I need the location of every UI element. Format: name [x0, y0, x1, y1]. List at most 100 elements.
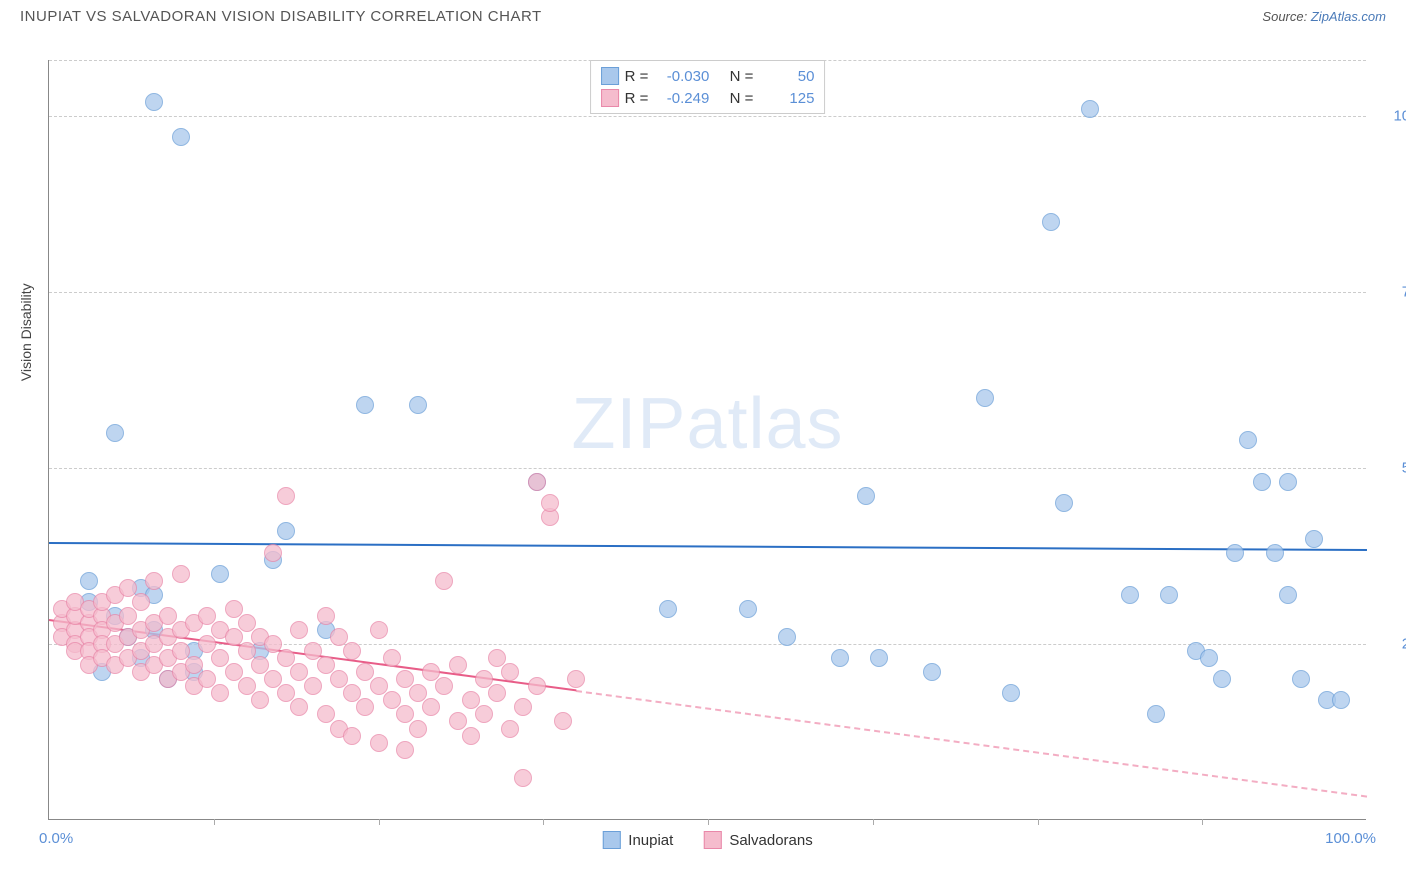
data-point: [1226, 544, 1244, 562]
y-tick-label: 7.5%: [1376, 284, 1406, 301]
data-point: [251, 691, 269, 709]
data-point: [211, 684, 229, 702]
data-point: [1055, 494, 1073, 512]
data-point: [1081, 100, 1099, 118]
data-point: [501, 720, 519, 738]
legend-swatch: [703, 831, 721, 849]
data-point: [659, 600, 677, 618]
legend-swatch: [601, 67, 619, 85]
data-point: [739, 600, 757, 618]
scatter-chart: ZIPatlas 2.5%5.0%7.5%10.0%0.0%100.0%R =-…: [48, 60, 1366, 820]
data-point: [370, 734, 388, 752]
data-point: [1332, 691, 1350, 709]
data-point: [1200, 649, 1218, 667]
series-legend: Inupiat Salvadorans: [602, 831, 812, 849]
y-tick-label: 5.0%: [1376, 460, 1406, 477]
data-point: [475, 705, 493, 723]
watermark-zip: ZIP: [571, 384, 686, 464]
data-point: [106, 424, 124, 442]
n-value: 125: [759, 90, 814, 107]
watermark: ZIPatlas: [571, 383, 843, 465]
legend-row: R =-0.030 N =50: [601, 65, 815, 87]
data-point: [1279, 473, 1297, 491]
data-point: [1160, 586, 1178, 604]
r-value: -0.249: [654, 90, 709, 107]
legend-row: R = -0.249 N = 125: [601, 87, 815, 109]
data-point: [1305, 530, 1323, 548]
data-point: [923, 663, 941, 681]
data-point: [356, 396, 374, 414]
gridline: [49, 116, 1366, 117]
source-attribution: Source: ZipAtlas.com: [1262, 9, 1386, 24]
data-point: [501, 663, 519, 681]
chart-title: INUPIAT VS SALVADORAN VISION DISABILITY …: [20, 8, 542, 25]
x-minor-tick: [214, 819, 215, 825]
data-point: [435, 572, 453, 590]
x-minor-tick: [543, 819, 544, 825]
data-point: [304, 677, 322, 695]
x-minor-tick: [379, 819, 380, 825]
data-point: [528, 473, 546, 491]
data-point: [857, 487, 875, 505]
data-point: [290, 621, 308, 639]
r-label: R =: [625, 90, 649, 107]
data-point: [277, 487, 295, 505]
x-tick-label: 100.0%: [1325, 830, 1376, 847]
data-point: [541, 494, 559, 512]
data-point: [145, 93, 163, 111]
data-point: [870, 649, 888, 667]
data-point: [567, 670, 585, 688]
data-point: [172, 128, 190, 146]
data-point: [422, 698, 440, 716]
x-tick-label: 0.0%: [39, 830, 73, 847]
data-point: [528, 677, 546, 695]
data-point: [514, 698, 532, 716]
data-point: [211, 565, 229, 583]
legend-item: Inupiat: [602, 831, 673, 849]
data-point: [554, 712, 572, 730]
data-point: [1292, 670, 1310, 688]
gridline: [49, 468, 1366, 469]
data-point: [409, 720, 427, 738]
x-minor-tick: [1038, 819, 1039, 825]
data-point: [264, 544, 282, 562]
data-point: [1253, 473, 1271, 491]
trend-line: [49, 542, 1367, 551]
data-point: [409, 396, 427, 414]
data-point: [145, 572, 163, 590]
x-minor-tick: [708, 819, 709, 825]
data-point: [1147, 705, 1165, 723]
data-point: [778, 628, 796, 646]
data-point: [449, 656, 467, 674]
data-point: [1002, 684, 1020, 702]
data-point: [132, 593, 150, 611]
data-point: [1042, 213, 1060, 231]
legend-label: Salvadorans: [729, 832, 812, 849]
data-point: [383, 649, 401, 667]
data-point: [514, 769, 532, 787]
n-value: 50: [759, 68, 814, 85]
legend-swatch: [601, 89, 619, 107]
watermark-atlas: atlas: [686, 384, 843, 464]
data-point: [488, 684, 506, 702]
source-label: Source:: [1262, 9, 1307, 24]
data-point: [462, 727, 480, 745]
data-point: [80, 572, 98, 590]
data-point: [1279, 586, 1297, 604]
data-point: [370, 621, 388, 639]
data-point: [343, 642, 361, 660]
data-point: [290, 698, 308, 716]
data-point: [343, 727, 361, 745]
data-point: [976, 389, 994, 407]
data-point: [277, 522, 295, 540]
legend-label: Inupiat: [628, 832, 673, 849]
x-minor-tick: [873, 819, 874, 825]
n-label: N =: [730, 68, 754, 85]
r-label: R =: [625, 68, 649, 85]
n-label: N =: [730, 90, 754, 107]
x-minor-tick: [1202, 819, 1203, 825]
data-point: [396, 741, 414, 759]
data-point: [1213, 670, 1231, 688]
gridline: [49, 292, 1366, 293]
source-link[interactable]: ZipAtlas.com: [1311, 9, 1386, 24]
